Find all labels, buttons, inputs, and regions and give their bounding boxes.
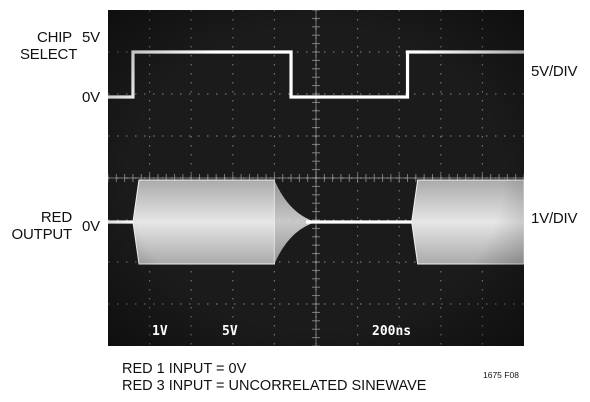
chip-select-high-label: 5V [82,29,100,46]
red-output-label: RED OUTPUT [8,209,73,243]
chip-select-label-line2: SELECT [20,46,78,63]
red-output-scale-label: 1V/DIV [531,210,578,227]
chip-select-label-line1: CHIP [36,29,72,46]
red-output-label-line2: OUTPUT [11,226,73,243]
chip-select-scale-label: 5V/DIV [531,63,578,80]
chip-select-low-label: 0V [82,89,100,106]
red-output-label-line1: RED [40,209,72,226]
figure-id: 1675 F08 [483,370,519,380]
caption-line-1: RED 1 INPUT = 0V [122,361,247,377]
caption-line-2: RED 3 INPUT = UNCORRELATED SINEWAVE [122,378,427,394]
readout-0: 1V [152,324,168,339]
chip-select-label: CHIP SELECT [20,29,78,63]
red-output-zero-label: 0V [82,218,100,235]
readout-2: 200ns [372,324,411,339]
oscilloscope-screen: 1V 5V 200ns [108,10,524,346]
readout-1: 5V [222,324,238,339]
screen-vignette [108,10,524,346]
